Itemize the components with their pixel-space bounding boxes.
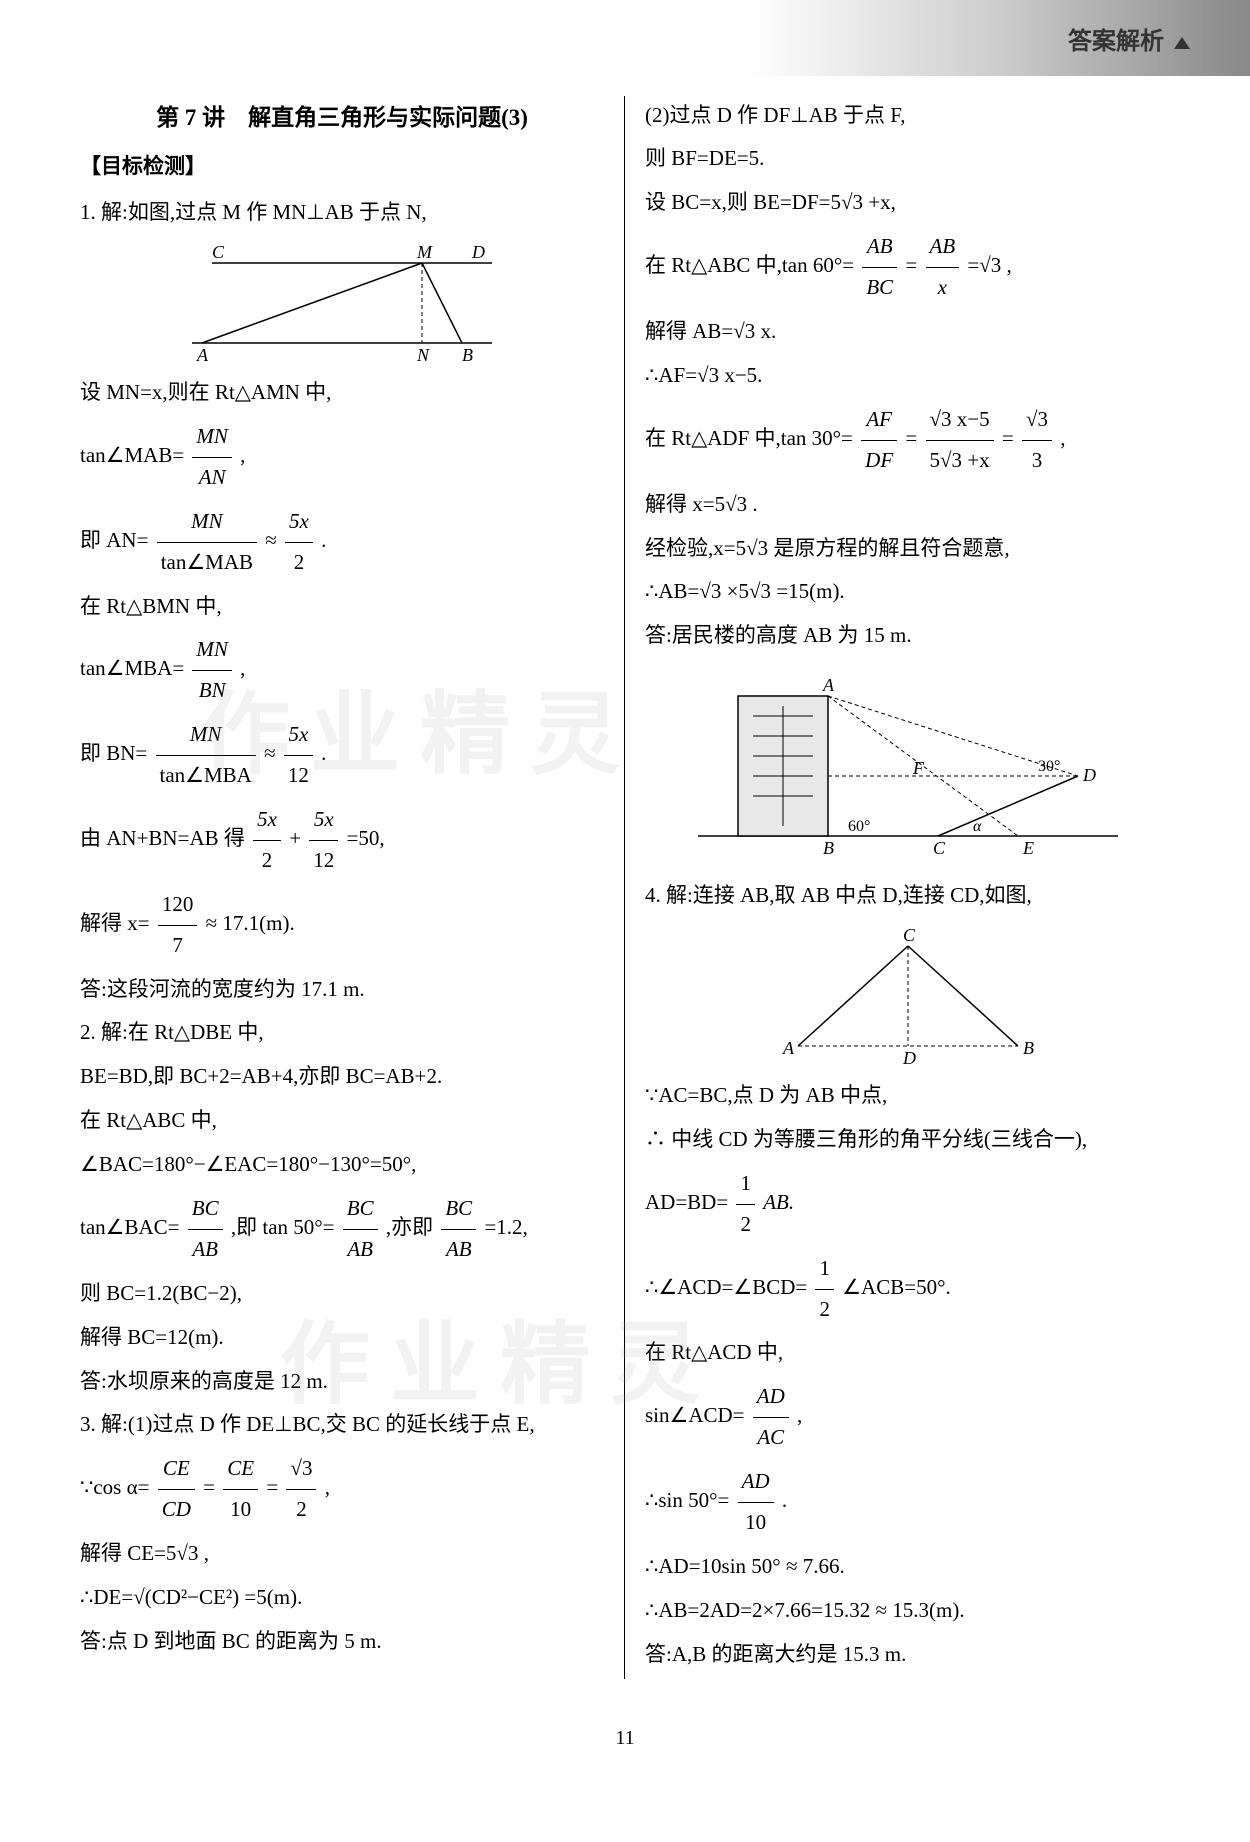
- lecture-title: 第 7 讲 解直角三角形与实际问题(3): [80, 96, 604, 140]
- q1-line4: 即 AN= MNtan∠MAB ≈ 5x2 .: [80, 502, 604, 583]
- q1-line3: tan∠MAB= MNAN ,: [80, 417, 604, 498]
- q1-line10: 答:这段河流的宽度约为 17.1 m.: [80, 970, 604, 1010]
- q4-line1: 4. 解:连接 AB,取 AB 中点 D,连接 CD,如图,: [645, 876, 1170, 916]
- left-column: 第 7 讲 解直角三角形与实际问题(3) 【目标检测】 1. 解:如图,过点 M…: [60, 96, 625, 1679]
- q2-line6: 则 BC=1.2(BC−2),: [80, 1274, 604, 1314]
- p2-line4: 在 Rt△ABC 中,tan 60°= ABBC = ABx =√3 ,: [645, 227, 1170, 308]
- q3-line2: ∵cos α= CECD = CE10 = √32 ,: [80, 1449, 604, 1530]
- label-n: N: [416, 345, 430, 363]
- diagram-triangle-mn: C M D A N B: [172, 243, 512, 363]
- q4-line8: ∴sin 50°= AD10 .: [645, 1462, 1170, 1543]
- svg-text:60°: 60°: [848, 818, 870, 835]
- svg-text:A: A: [782, 1038, 795, 1058]
- p2-line7: 在 Rt△ADF 中,tan 30°= AFDF = √3 x−55√3 +x …: [645, 400, 1170, 481]
- q4-line3: ∴ 中线 CD 为等腰三角形的角平分线(三线合一),: [645, 1120, 1170, 1160]
- q1-line7: 即 BN= MNtan∠MBA ≈ 5x12 .: [80, 715, 604, 796]
- q4-line10: ∴AB=2AD=2×7.66=15.32 ≈ 15.3(m).: [645, 1591, 1170, 1631]
- p2-line3: 设 BC=x,则 BE=DF=5√3 +x,: [645, 183, 1170, 223]
- q3-line1: 3. 解:(1)过点 D 作 DE⊥BC,交 BC 的延长线于点 E,: [80, 1405, 604, 1445]
- svg-text:D: D: [902, 1048, 916, 1066]
- diagram-building: A F D B C E 60° 30° α: [678, 666, 1138, 866]
- p2-line2: 则 BF=DE=5.: [645, 139, 1170, 179]
- q1-line8: 由 AN+BN=AB 得 5x2 + 5x12 =50,: [80, 800, 604, 881]
- q4-line11: 答:A,B 的距离大约是 15.3 m.: [645, 1635, 1170, 1675]
- q3-line4: ∴DE=√(CD²−CE²) =5(m).: [80, 1578, 604, 1618]
- p2-line8: 解得 x=5√3 .: [645, 485, 1170, 525]
- q4-line9: ∴AD=10sin 50° ≈ 7.66.: [645, 1547, 1170, 1587]
- svg-text:F: F: [912, 758, 925, 778]
- section-header: 【目标检测】: [80, 147, 604, 187]
- diagram-isoceles: C A B D: [758, 926, 1058, 1066]
- svg-text:C: C: [933, 838, 946, 858]
- q4-line2: ∵AC=BC,点 D 为 AB 中点,: [645, 1076, 1170, 1116]
- p2-line10: ∴AB=√3 ×5√3 =15(m).: [645, 572, 1170, 612]
- q1-line1: 1. 解:如图,过点 M 作 MN⊥AB 于点 N,: [80, 193, 604, 233]
- p2-line6: ∴AF=√3 x−5.: [645, 356, 1170, 396]
- p2-line11: 答:居民楼的高度 AB 为 15 m.: [645, 616, 1170, 656]
- p2-line1: (2)过点 D 作 DF⊥AB 于点 F,: [645, 96, 1170, 136]
- page-header: 答案解析: [0, 0, 1250, 76]
- svg-text:α: α: [973, 818, 982, 835]
- label-b: B: [462, 345, 473, 363]
- q1-line2: 设 MN=x,则在 Rt△AMN 中,: [80, 373, 604, 413]
- label-d: D: [471, 243, 485, 262]
- svg-text:B: B: [823, 838, 834, 858]
- q4-line4: AD=BD= 12 AB.: [645, 1164, 1170, 1245]
- q2-line1: 2. 解:在 Rt△DBE 中,: [80, 1013, 604, 1053]
- p2-line5: 解得 AB=√3 x.: [645, 312, 1170, 352]
- label-c: C: [212, 243, 225, 262]
- q1-line6: tan∠MBA= MNBN ,: [80, 630, 604, 711]
- q2-line2: BE=BD,即 BC+2=AB+4,亦即 BC=AB+2.: [80, 1057, 604, 1097]
- page-number: 11: [0, 1699, 1250, 1777]
- up-arrow-icon: [1174, 37, 1190, 49]
- q4-line6: 在 Rt△ACD 中,: [645, 1333, 1170, 1373]
- svg-text:D: D: [1082, 765, 1096, 785]
- q1-line9: 解得 x= 1207 ≈ 17.1(m).: [80, 885, 604, 966]
- q1-line5: 在 Rt△BMN 中,: [80, 587, 604, 627]
- svg-text:A: A: [822, 675, 835, 695]
- q4-line7: sin∠ACD= ADAC ,: [645, 1377, 1170, 1458]
- svg-text:30°: 30°: [1038, 758, 1060, 775]
- q2-line5: tan∠BAC= BCAB ,即 tan 50°= BCAB ,亦即 BCAB …: [80, 1189, 604, 1270]
- q3-line5: 答:点 D 到地面 BC 的距离为 5 m.: [80, 1622, 604, 1662]
- q2-line3: 在 Rt△ABC 中,: [80, 1101, 604, 1141]
- q2-line7: 解得 BC=12(m).: [80, 1318, 604, 1358]
- content-area: 第 7 讲 解直角三角形与实际问题(3) 【目标检测】 1. 解:如图,过点 M…: [0, 76, 1250, 1699]
- q4-line5: ∴∠ACD=∠BCD= 12 ∠ACB=50°.: [645, 1249, 1170, 1330]
- right-column: (2)过点 D 作 DF⊥AB 于点 F, 则 BF=DE=5. 设 BC=x,…: [625, 96, 1190, 1679]
- label-m: M: [416, 243, 433, 262]
- svg-text:B: B: [1023, 1038, 1034, 1058]
- label-a: A: [196, 345, 209, 363]
- q2-line4: ∠BAC=180°−∠EAC=180°−130°=50°,: [80, 1145, 604, 1185]
- header-title: 答案解析: [1068, 29, 1164, 55]
- svg-text:E: E: [1022, 838, 1034, 858]
- p2-line9: 经检验,x=5√3 是原方程的解且符合题意,: [645, 529, 1170, 569]
- q2-line8: 答:水坝原来的高度是 12 m.: [80, 1362, 604, 1402]
- q3-line3: 解得 CE=5√3 ,: [80, 1534, 604, 1574]
- svg-text:C: C: [903, 926, 916, 945]
